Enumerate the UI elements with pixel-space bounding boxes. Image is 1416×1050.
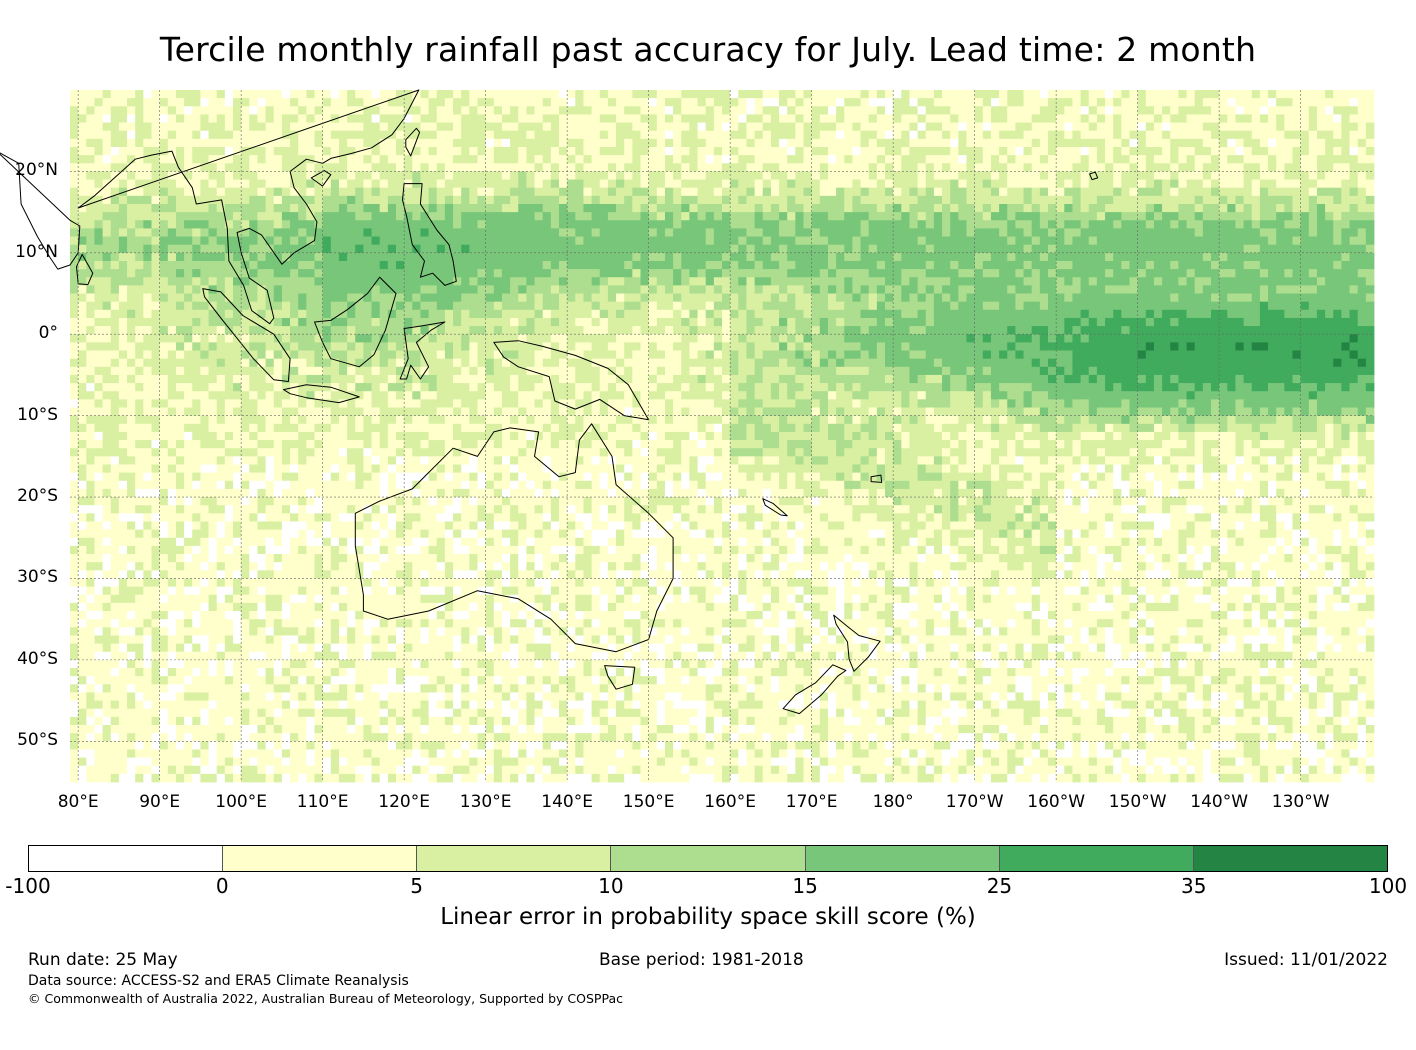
new-guinea-coast	[493, 340, 650, 421]
skill-score-map	[0, 89, 1375, 783]
bay-of-bengal-coast	[77, 89, 420, 325]
latitude-label: 30°S	[17, 567, 58, 588]
colorbar-label: Linear error in probability space skill …	[440, 904, 976, 930]
mainland-asia-coast	[0, 152, 81, 270]
map-panel: 20°N 10°N 0° 10°S 20°S 30°S 40°S 50°S 80°E 90°E 1…	[0, 89, 1375, 812]
colorbar-tick-label: 5	[410, 874, 423, 898]
coastlines	[0, 89, 1099, 715]
philippines-coast	[402, 183, 457, 286]
longitude-label: 100°E	[215, 792, 267, 812]
longitude-label: 150°W	[1108, 792, 1167, 812]
java-coast	[283, 384, 360, 404]
longitude-label: 170°E	[785, 792, 838, 812]
new-zealand-south-coast	[782, 664, 847, 715]
longitude-label: 80°E	[57, 792, 99, 812]
colorbar-segment	[223, 846, 418, 871]
longitude-label: 140°E	[541, 792, 593, 812]
colorbar-tick-label: 0	[215, 874, 229, 898]
longitude-label: 140°W	[1190, 792, 1249, 812]
colorbar-tick-label: 25	[986, 874, 1013, 898]
australia-coast	[354, 423, 674, 653]
issued-date: Issued: 11/01/2022	[1224, 950, 1388, 970]
data-source: Data source: ACCESS-S2 and ERA5 Climate …	[28, 973, 409, 989]
sri-lanka-coast	[76, 254, 94, 286]
run-date: Run date: 25 May	[28, 950, 178, 970]
latitude-label: 20°N	[15, 160, 58, 181]
map-title: Tercile monthly rainfall past accuracy f…	[159, 30, 1257, 69]
hawaii-coast	[1089, 171, 1099, 181]
sulawesi-coast	[399, 321, 446, 380]
longitude-label: 110°E	[296, 792, 349, 812]
new-zealand-north-coast	[833, 614, 881, 672]
hainan-coast	[310, 170, 332, 187]
longitude-label: 160°W	[1027, 792, 1086, 812]
longitude-label: 130°W	[1271, 792, 1330, 812]
colorbar-segment	[999, 846, 1194, 871]
colorbar	[28, 845, 1388, 872]
colorbar-tick-label: 10	[598, 874, 624, 898]
colorbar-segment	[29, 846, 224, 871]
longitude-label: 130°E	[459, 792, 512, 812]
longitude-label: 160°E	[704, 792, 756, 812]
new-caledonia-coast	[762, 498, 788, 517]
colorbar-tick-label: 15	[792, 874, 818, 898]
base-period: Base period: 1981-2018	[599, 950, 804, 970]
copyright-notice: © Commonwealth of Australia 2022, Austra…	[28, 991, 623, 1006]
colorbar-tick-label: 35	[1180, 874, 1207, 898]
longitude-label: 120°E	[378, 792, 430, 812]
sumatra-coast	[202, 288, 291, 382]
colorbar-segment	[611, 846, 806, 871]
longitude-label: 180°	[872, 792, 914, 812]
colorbar-tick-label: -100	[5, 874, 51, 898]
taiwan-coast	[405, 127, 421, 157]
colorbar-segment	[805, 846, 1000, 871]
longitude-label: 150°E	[622, 792, 675, 812]
fiji-coast	[870, 474, 883, 483]
colorbar-segment	[417, 846, 612, 871]
latitude-label: 20°S	[17, 486, 58, 507]
colorbar-tick-label: 100	[1368, 874, 1408, 898]
skill-grid	[70, 90, 1375, 783]
latitude-label: 50°S	[17, 730, 58, 751]
tasmania-coast	[604, 665, 636, 690]
latitude-label: 10°S	[17, 404, 58, 425]
latitude-label: 10°N	[15, 241, 58, 262]
latitude-label: 0°	[38, 323, 58, 344]
latitude-label: 40°S	[17, 648, 58, 669]
colorbar-segment	[1193, 846, 1387, 871]
borneo-coast	[314, 276, 397, 368]
longitude-label: 170°W	[945, 792, 1004, 812]
longitude-label: 90°E	[139, 792, 181, 812]
graticule	[70, 90, 1374, 782]
